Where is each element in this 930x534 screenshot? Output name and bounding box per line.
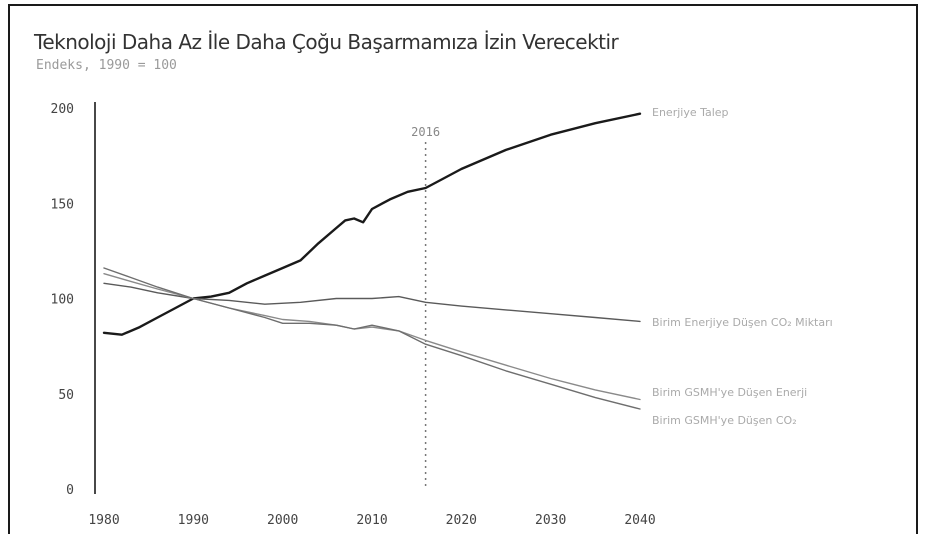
- series-line: [102, 112, 642, 336]
- chart-subtitle: Endeks, 1990 = 100: [36, 58, 177, 73]
- series-label: Birim Enerjiye Düşen CO₂ Miktarı: [652, 316, 833, 329]
- series-label: Enerjiye Talep: [652, 106, 729, 119]
- y-tick-label: 150: [51, 197, 74, 212]
- x-tick-label: 1990: [178, 513, 209, 528]
- x-tick-label: 2030: [535, 513, 566, 528]
- y-tick-label: 0: [66, 483, 74, 498]
- x-tick-label: 2020: [446, 513, 477, 528]
- y-tick-label: 100: [51, 293, 74, 308]
- series-label: Birim GSMH'ye Düşen CO₂: [652, 414, 797, 427]
- x-tick-label: 1980: [88, 513, 119, 528]
- marker-label-2016: 2016: [411, 125, 440, 139]
- x-tick-label: 2010: [356, 513, 387, 528]
- chart-title: Teknoloji Daha Az İle Daha Çoğu Başarmam…: [34, 30, 619, 54]
- series-label: Birim GSMH'ye Düşen Enerji: [652, 386, 807, 399]
- y-tick-label: 50: [58, 388, 74, 403]
- series-line: [103, 267, 641, 410]
- x-tick-label: 2040: [624, 513, 655, 528]
- x-tick-label: 2000: [267, 513, 298, 528]
- series-line: [103, 273, 641, 401]
- chart-frame: [8, 4, 918, 534]
- series-line: [103, 282, 641, 323]
- y-tick-label: 200: [51, 102, 74, 117]
